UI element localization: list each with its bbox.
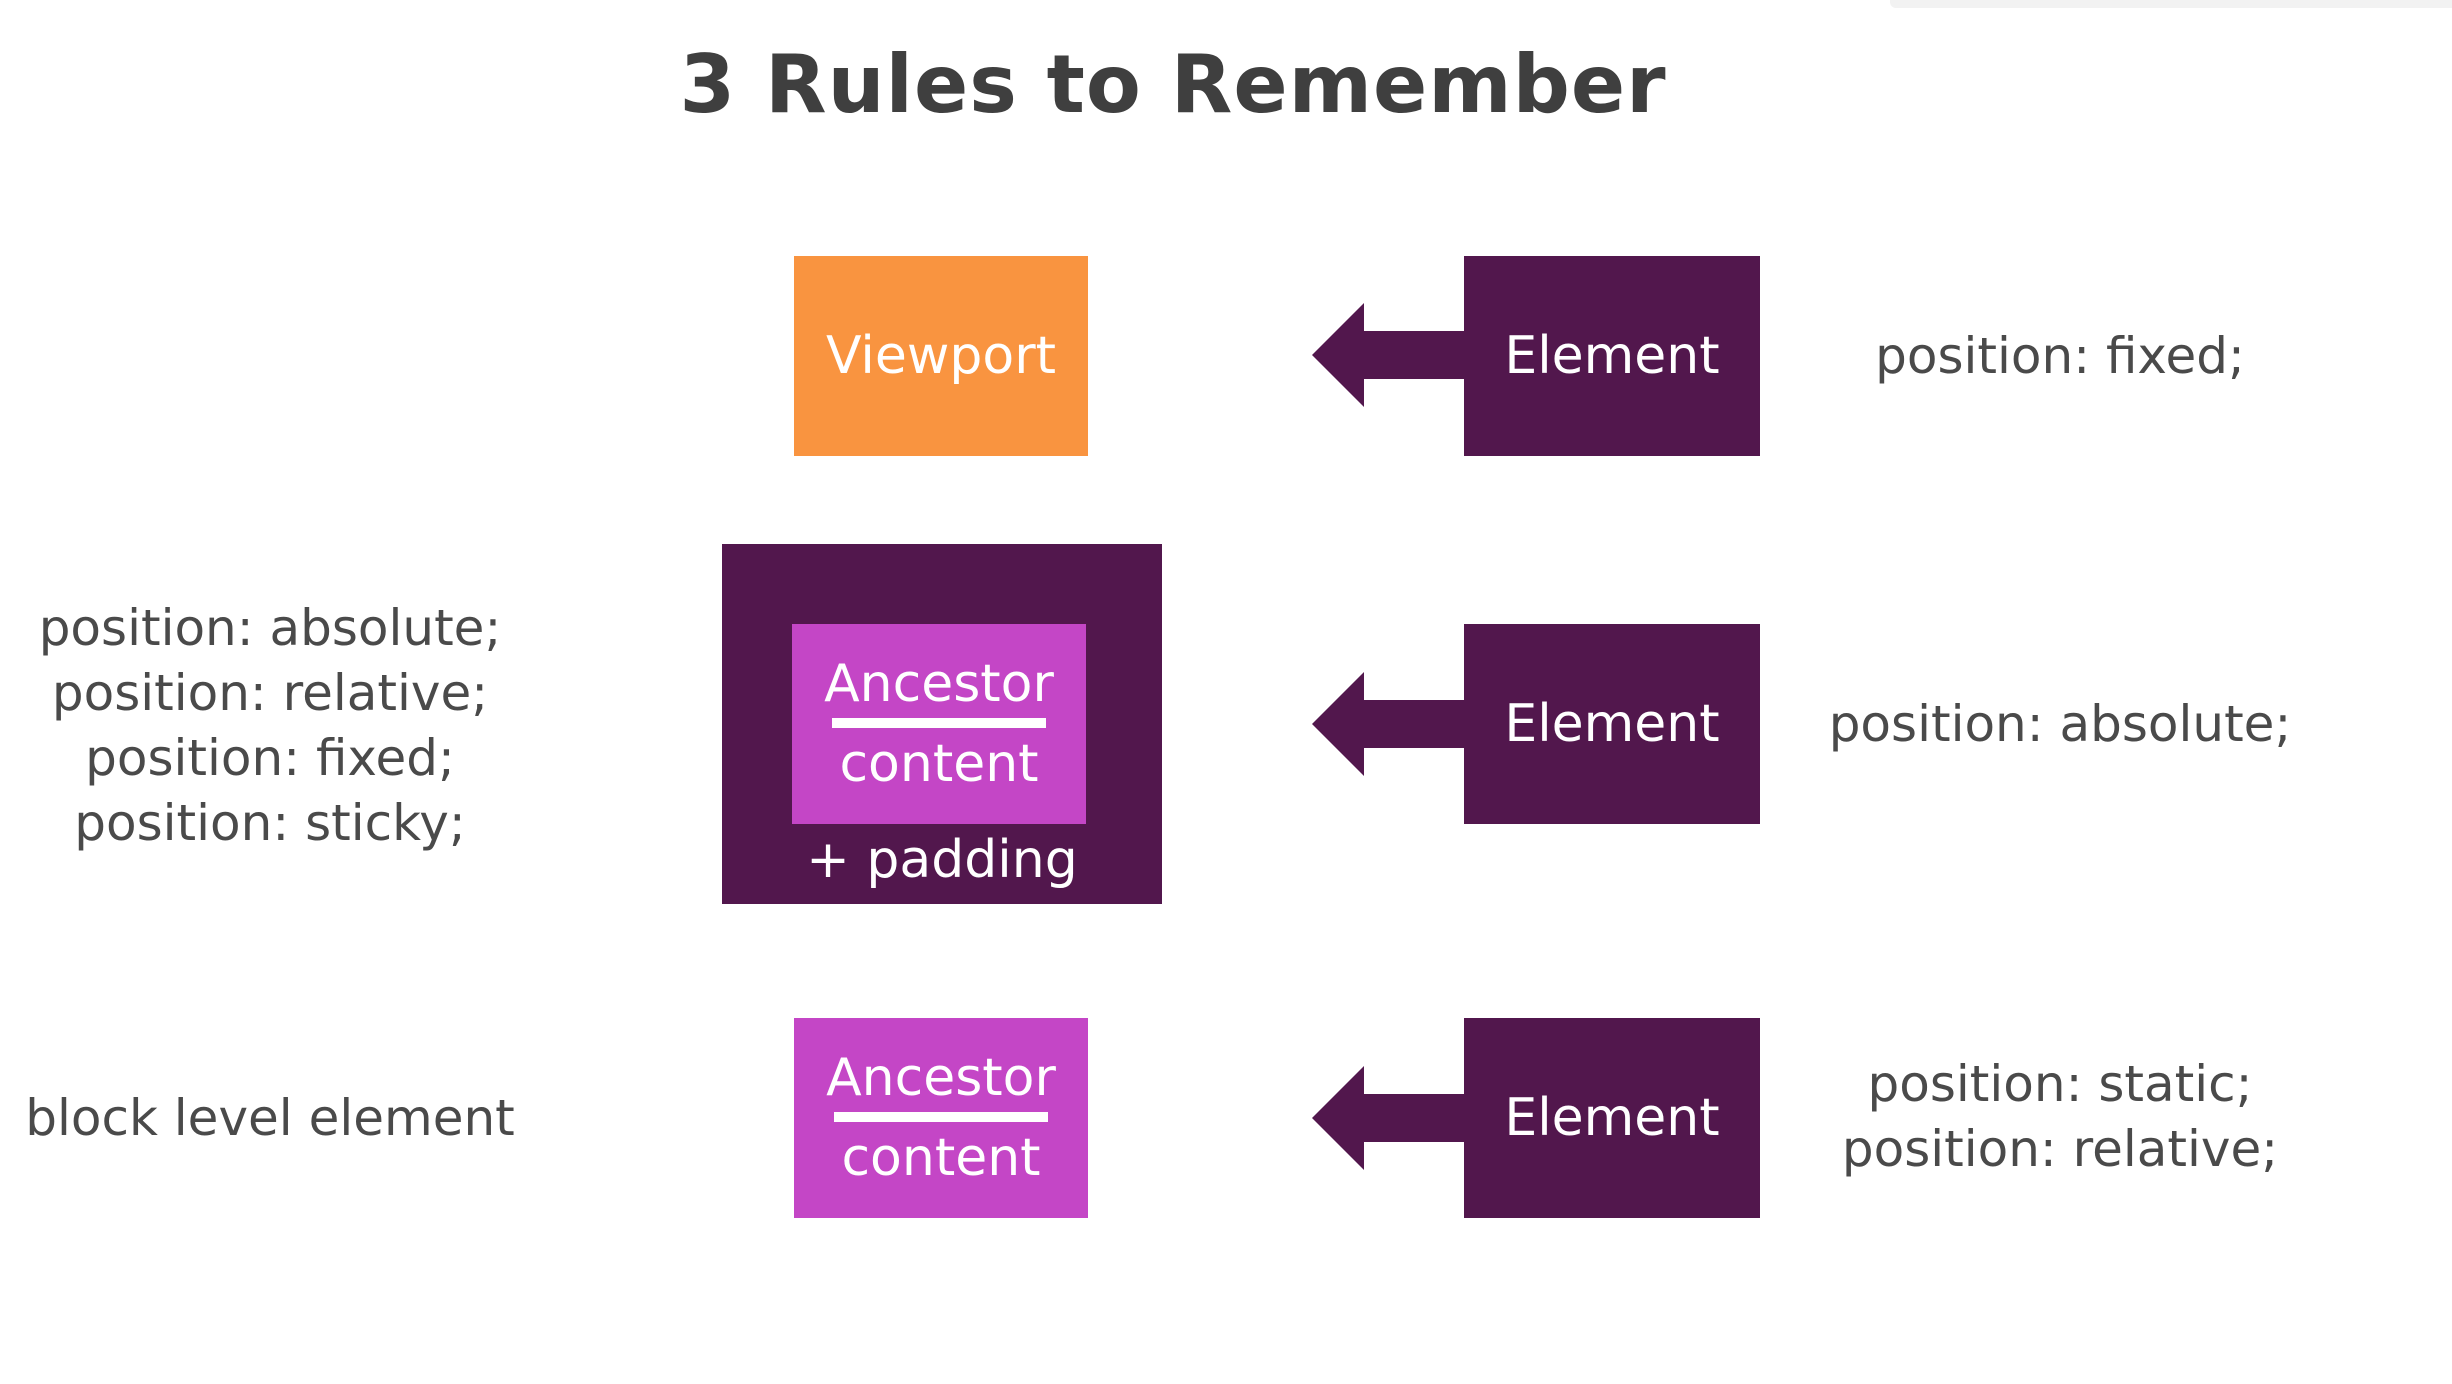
arrow-left-icon [1312,303,1464,407]
viewport-box: Viewport [794,256,1088,456]
css-rule-line: position: fixed; [1875,327,2245,385]
css-rule-line: position: relative; [51,664,489,722]
css-rule-line: position: relative; [1841,1120,2279,1178]
right-text-static: position: static; position: relative; [1780,1052,2340,1182]
element-label: Element [1504,1088,1720,1148]
content-label: content [839,734,1039,794]
padding-label: + padding [806,830,1078,890]
left-text-block: block level element [0,1086,540,1151]
arrow-left-icon [1312,1066,1464,1170]
viewport-label: Viewport [826,326,1056,386]
css-rule-line: position: static; [1867,1055,2253,1113]
element-label: Element [1504,694,1720,754]
ancestor-label: Ancestor [824,654,1054,714]
window-top-edge [1890,0,2452,8]
css-rule-line: position: sticky; [74,794,466,852]
element-box-absolute: Element [1464,624,1760,824]
css-rule-line: position: fixed; [85,729,455,787]
ancestor-underline [832,718,1046,728]
arrow-left-icon [1312,672,1464,776]
css-rule-line: position: absolute; [38,599,502,657]
ancestor-content-box-block: Ancestor content [794,1018,1088,1218]
slide-title: 3 Rules to Remember [679,38,1667,131]
element-box-fixed: Element [1464,256,1760,456]
right-text-fixed: position: fixed; [1780,324,2340,389]
ancestor-content-box: Ancestor content [792,624,1086,824]
css-rule-line: block level element [25,1089,515,1147]
element-label: Element [1504,326,1720,386]
content-label: content [841,1128,1041,1188]
ancestor-label: Ancestor [826,1048,1056,1108]
css-rule-line: position: absolute; [1828,695,2292,753]
left-text-positioned: position: absolute; position: relative; … [0,596,540,856]
ancestor-underline [834,1112,1048,1122]
element-box-static: Element [1464,1018,1760,1218]
right-text-absolute: position: absolute; [1780,692,2340,757]
